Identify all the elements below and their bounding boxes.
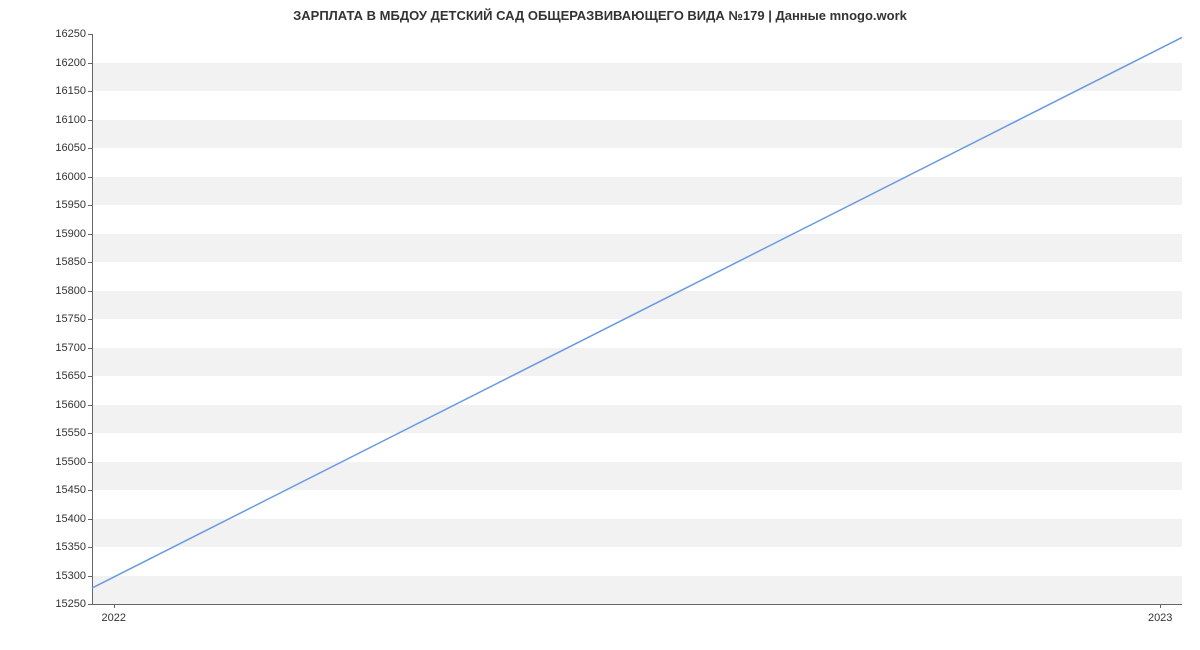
y-tick-label: 15600 [55, 399, 86, 411]
y-tick-label: 15700 [55, 342, 86, 354]
y-tick-label: 15650 [55, 370, 86, 382]
y-tick-label: 15950 [55, 199, 86, 211]
chart-line-layer [92, 34, 1182, 604]
plot-area: 1525015300153501540015450155001555015600… [92, 34, 1182, 604]
chart-title: ЗАРПЛАТА В МБДОУ ДЕТСКИЙ САД ОБЩЕРАЗВИВА… [0, 8, 1200, 23]
x-axis-line [92, 604, 1182, 605]
y-tick-label: 15300 [55, 570, 86, 582]
x-tick-label: 2023 [1148, 612, 1172, 624]
y-tick-label: 15750 [55, 313, 86, 325]
series-line [92, 37, 1182, 588]
y-tick-label: 15350 [55, 541, 86, 553]
y-tick-label: 16100 [55, 114, 86, 126]
x-tick-mark [114, 604, 115, 608]
y-tick-label: 15400 [55, 513, 86, 525]
y-tick-label: 15850 [55, 256, 86, 268]
y-tick-label: 15550 [55, 427, 86, 439]
y-tick-label: 16150 [55, 85, 86, 97]
x-tick-mark [1160, 604, 1161, 608]
y-tick-label: 15800 [55, 285, 86, 297]
y-tick-label: 16250 [55, 28, 86, 40]
y-tick-label: 15250 [55, 598, 86, 610]
y-tick-label: 16200 [55, 57, 86, 69]
y-tick-label: 16050 [55, 142, 86, 154]
y-tick-mark [88, 604, 92, 605]
x-tick-label: 2022 [102, 612, 126, 624]
y-tick-label: 15500 [55, 456, 86, 468]
y-tick-label: 16000 [55, 171, 86, 183]
y-tick-label: 15900 [55, 228, 86, 240]
y-tick-label: 15450 [55, 484, 86, 496]
